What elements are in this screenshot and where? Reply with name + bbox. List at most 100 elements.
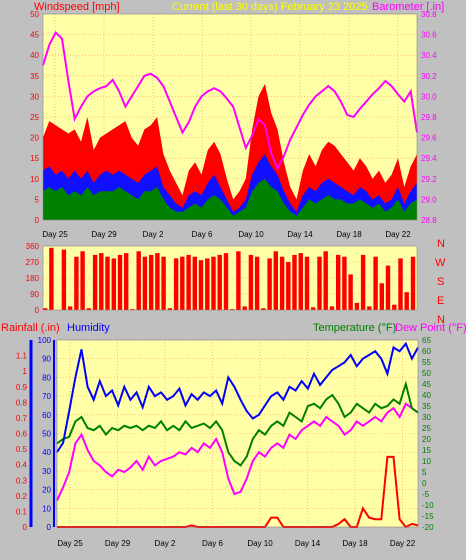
direction-bar [360,254,366,310]
direction-bar [373,256,378,310]
x-tick-label: Day 18 [336,230,362,239]
x-tick-label: Day 18 [342,539,368,548]
rainfall-tick-label: 0.1 [16,507,28,516]
dewpoint-line [56,402,419,502]
x-tick-label: Day 25 [42,230,68,239]
barometer-tick-label: 30.6 [421,31,437,40]
temperature-tick-label: 5 [422,468,427,477]
direction-bar [286,262,291,310]
wind-barometer-plot: 0 5 10 15 20 25 30 35 40 45 50 28.8 29.0 29.2 29.4 29.6… [30,10,437,239]
direction-bar [99,253,104,310]
compass-e: E [437,295,444,307]
direction-bar [217,254,222,310]
temperature-tick-label: 20 [422,435,431,444]
barometer-tick-label: 29.0 [421,195,437,204]
direction-tick-label: 270 [26,258,40,267]
direction-bar [242,306,247,310]
direction-bar [161,256,166,310]
rainfall-tick-label: 0 [23,523,28,532]
temperature-tick-label: 35 [422,402,431,411]
wind-tick-label: 35 [30,72,39,81]
direction-bar [404,292,409,310]
direction-bar [236,251,241,310]
direction-bar [385,265,391,310]
direction-tick-label: 0 [35,306,40,315]
temperature-tick-label: 10 [422,457,431,466]
direction-bar [248,254,254,310]
temperature-tick-label: -5 [422,490,430,499]
temperature-tick-label: 0 [422,479,427,488]
compass-w: W [435,257,446,269]
direction-bar [43,308,48,310]
plot-frame-2 [42,245,418,311]
wind-low-area [43,178,417,220]
direction-bar [348,274,353,310]
plot-frame-3 [56,339,419,528]
direction-bar [267,258,272,310]
barometer-tick-label: 30.2 [421,72,437,81]
wind-tick-label: 15 [30,154,39,163]
direction-bar [379,283,384,310]
direction-bar [261,308,266,310]
wind-tick-label: 0 [35,216,40,225]
rainfall-axis-label: Rainfall (.in) [1,322,60,334]
rainfall-tick-label: 0.8 [16,398,28,407]
direction-bar [304,256,310,310]
direction-bar [336,254,341,310]
temperature-tick-label: 65 [422,336,431,345]
temperature-tick-label: 25 [422,424,431,433]
direction-bar [367,306,372,310]
barometer-tick-label: 29.6 [421,134,437,143]
dewpoint-axis-label: Dew Point (°F) [395,322,466,334]
direction-bar [180,256,185,310]
direction-bar [292,254,297,310]
rainfall-tick-label: 0.9 [16,383,28,392]
direction-bar [298,253,303,310]
temperature-tick-label: 30 [422,413,431,422]
humidity-tick-label: 10 [42,504,51,513]
direction-bar [49,247,54,310]
direction-bar [111,258,116,310]
barometer-tick-label: 29.4 [421,154,437,163]
direction-bar [323,251,328,310]
direction-bar [155,253,160,310]
rainfall-tick-label: 1.1 [16,352,28,361]
x-tick-label: Day 6 [192,230,213,239]
direction-bar [130,309,135,310]
windspeed-axis-label: Windspeed [mph] [34,1,120,13]
humidity-tick-label: 100 [38,336,52,345]
humidity-tick-label: 70 [42,392,51,401]
x-tick-label: Day 25 [57,539,83,548]
x-tick-label: Day 10 [247,539,273,548]
direction-bar [354,302,360,310]
humidity-line [56,341,419,453]
rainfall-tick-label: 1 [23,367,28,376]
barometer-tick-label: 30.0 [421,92,437,101]
temperature-tick-label: 15 [422,446,431,455]
direction-bar [211,256,216,310]
direction-bar [230,309,235,310]
direction-bar [86,308,91,310]
wind-direction-plot: 0 90 180 270 360 [26,242,418,315]
direction-bar [273,251,278,310]
wind-tick-label: 50 [30,10,39,19]
x-tick-label: Day 10 [238,230,264,239]
x-tick-label: Day 14 [287,230,313,239]
direction-tick-label: 180 [26,274,40,283]
humidity-tick-label: 80 [42,373,51,382]
compass-n-top: N [437,238,445,250]
direction-bar [142,256,148,310]
direction-bar [67,306,73,310]
direction-bar [105,256,110,310]
x-tick-label: Day 22 [390,539,416,548]
temperature-tick-label: -10 [422,501,434,510]
temperature-tick-label: 55 [422,358,431,367]
temperature-tick-label: 50 [422,369,431,378]
rainfall-tick-label: 0.5 [16,445,28,454]
direction-bar [92,254,98,310]
plot-frame-1 [42,13,418,221]
temperature-tick-label: 45 [422,380,431,389]
wind-tick-label: 10 [30,175,39,184]
